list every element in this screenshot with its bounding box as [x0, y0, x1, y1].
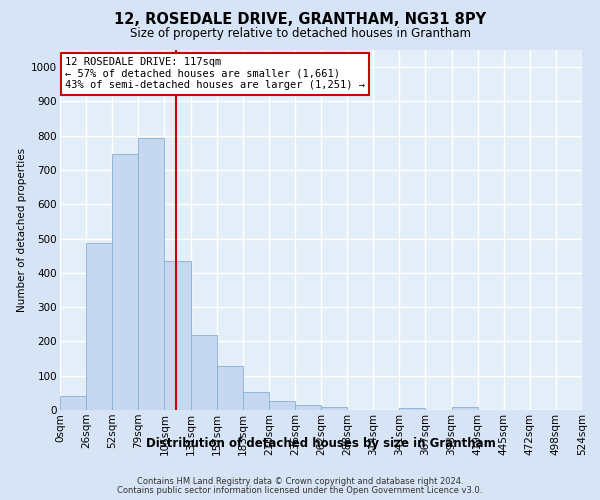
- Bar: [164, 261, 191, 410]
- Bar: [269, 400, 295, 410]
- Text: Contains public sector information licensed under the Open Government Licence v3: Contains public sector information licen…: [118, 486, 482, 495]
- Text: Size of property relative to detached houses in Grantham: Size of property relative to detached ho…: [130, 28, 470, 40]
- Bar: [112, 154, 139, 410]
- Bar: [243, 392, 269, 410]
- Bar: [139, 138, 164, 410]
- Bar: [452, 408, 478, 410]
- Bar: [60, 396, 86, 410]
- Text: 12 ROSEDALE DRIVE: 117sqm
← 57% of detached houses are smaller (1,661)
43% of se: 12 ROSEDALE DRIVE: 117sqm ← 57% of detac…: [65, 57, 365, 90]
- Text: Distribution of detached houses by size in Grantham: Distribution of detached houses by size …: [146, 438, 496, 450]
- Bar: [217, 366, 243, 410]
- Bar: [400, 408, 425, 410]
- Bar: [295, 404, 321, 410]
- Y-axis label: Number of detached properties: Number of detached properties: [17, 148, 27, 312]
- Text: Contains HM Land Registry data © Crown copyright and database right 2024.: Contains HM Land Registry data © Crown c…: [137, 477, 463, 486]
- Bar: [321, 406, 347, 410]
- Text: 12, ROSEDALE DRIVE, GRANTHAM, NG31 8PY: 12, ROSEDALE DRIVE, GRANTHAM, NG31 8PY: [114, 12, 486, 28]
- Bar: [86, 243, 112, 410]
- Bar: [191, 336, 217, 410]
